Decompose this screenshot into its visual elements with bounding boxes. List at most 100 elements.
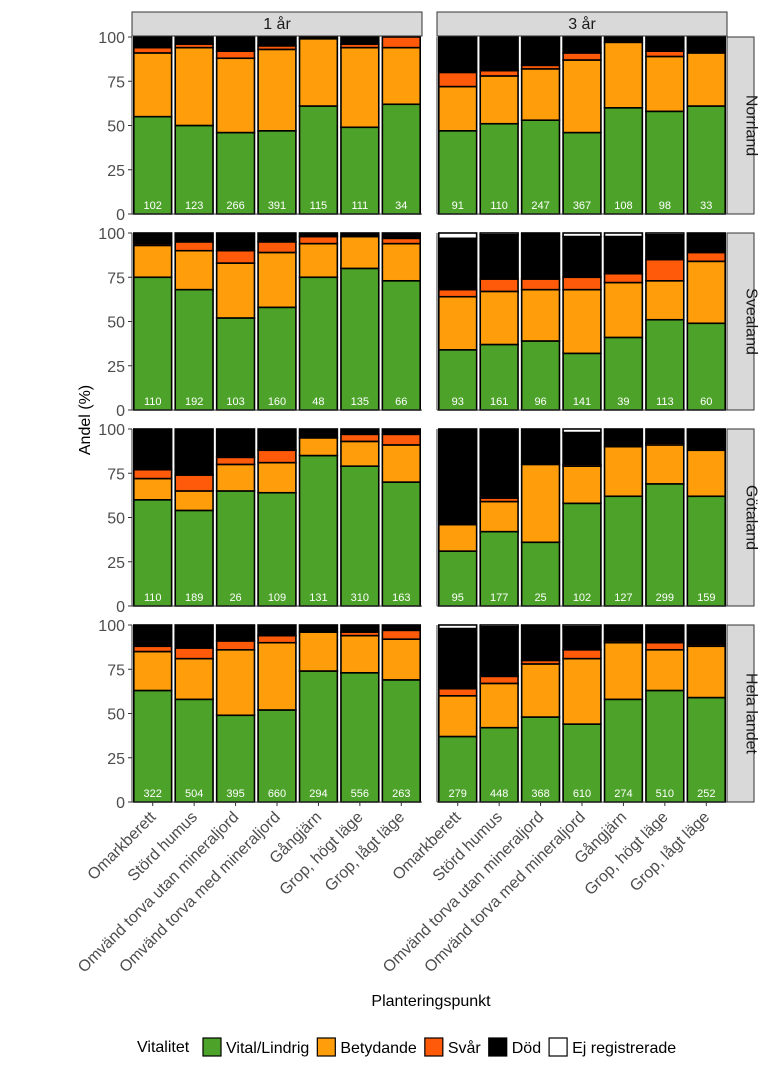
count-label: 111 — [351, 200, 368, 212]
bar-grop-lågt-läge: 159 — [686, 428, 726, 607]
bar-störd-humus: 192 — [174, 232, 214, 411]
bar-segment-död — [603, 624, 644, 642]
bar-segment-betydande — [298, 437, 339, 457]
panel-norrland-3-år: 91 110 247 367 108 98 33 — [436, 36, 727, 215]
bar-segment-svår — [133, 468, 173, 480]
column-strip-label: 1 år — [263, 15, 291, 33]
legend-label: Svår — [448, 1039, 482, 1057]
bar-segment-vital-lindrig — [215, 490, 256, 607]
bar-segment-betydande — [437, 523, 478, 552]
legend-swatch — [488, 1037, 508, 1057]
bar-segment-vital-lindrig — [298, 454, 339, 607]
count-label: 113 — [656, 396, 674, 408]
panel-svealand-3-år: 93 161 96 141 39 113 60 — [436, 232, 727, 411]
bar-segment-död — [133, 428, 173, 471]
bar-omvänd-torva-med-mineraljord: 141 — [562, 232, 602, 411]
y-tick-label: 75 — [107, 270, 125, 287]
legend: Vitalitet Vital/Lindrig Betydande Svår Död E… — [137, 1037, 676, 1057]
bar-gångjärn: 48 — [298, 232, 339, 411]
legend-item-vital-lindrig: Vital/Lindrig — [202, 1037, 309, 1057]
bar-omarkberett: 279 — [437, 624, 478, 803]
bar-segment-vital-lindrig — [520, 541, 561, 607]
row-strip-label: Hela landet — [743, 673, 760, 755]
bar-segment-svår — [174, 647, 214, 660]
bar-segment-vital-lindrig — [520, 716, 561, 803]
bar-segment-svår — [381, 433, 422, 446]
count-label: 110 — [144, 592, 162, 604]
bar-störd-humus: 504 — [174, 624, 214, 803]
bar-grop-högt-läge: 299 — [645, 428, 685, 607]
bar-gångjärn: 294 — [298, 624, 339, 803]
bar-segment-död — [257, 36, 297, 47]
bar-segment-betydande — [257, 461, 297, 494]
column-strip-label: 3 år — [568, 15, 596, 33]
bar-segment-ej-registrerade — [479, 232, 519, 236]
bar-segment-död — [603, 36, 644, 44]
bar-segment-betydande — [479, 290, 519, 346]
count-label: 159 — [697, 592, 715, 604]
count-label: 33 — [700, 200, 712, 212]
bar-segment-betydande — [603, 641, 644, 701]
bar-segment-vital-lindrig — [686, 322, 726, 411]
bar-segment-död — [298, 624, 339, 633]
count-label: 96 — [534, 396, 546, 408]
y-tick-label: 100 — [98, 226, 125, 243]
bar-segment-betydande — [437, 694, 478, 738]
bar-segment-betydande — [645, 279, 685, 321]
bar-segment-betydande — [257, 641, 297, 711]
bar-segment-död — [437, 237, 478, 291]
bar-segment-betydande — [479, 75, 519, 125]
bar-segment-betydande — [340, 440, 380, 467]
x-axis-title: Planteringspunkt — [371, 993, 491, 1010]
count-label: 610 — [573, 788, 591, 800]
facet-strips: 1 år 3 år Norrland Svealand Götaland Hela lan… — [131, 11, 760, 803]
bar-segment-svår — [381, 36, 422, 49]
bar-segment-död — [562, 431, 602, 466]
bar-segment-död — [340, 232, 380, 238]
bar-omarkberett: 110 — [133, 428, 173, 607]
bar-segment-vital-lindrig — [340, 465, 380, 607]
bar-segment-betydande — [340, 235, 380, 270]
count-label: 274 — [614, 788, 632, 800]
bar-segment-död — [479, 233, 519, 280]
bar-segment-vital-lindrig — [645, 110, 685, 215]
y-tick-label: 75 — [107, 466, 125, 483]
count-label: 127 — [614, 592, 632, 604]
bar-segment-död — [437, 36, 478, 74]
bar-omvänd-torva-utan-mineraljord: 103 — [215, 232, 256, 411]
bar-segment-död — [340, 36, 380, 45]
count-label: 34 — [395, 200, 407, 212]
bar-segment-vital-lindrig — [257, 306, 297, 411]
bar-omvänd-torva-utan-mineraljord: 395 — [215, 624, 256, 803]
bar-segment-vital-lindrig — [437, 550, 478, 607]
bar-grop-högt-läge: 111 — [340, 36, 380, 215]
count-label: 102 — [573, 592, 591, 604]
count-label: 102 — [144, 200, 162, 212]
count-label: 279 — [449, 788, 467, 800]
bar-segment-svår — [174, 474, 214, 492]
bar-störd-humus: 189 — [174, 428, 214, 607]
bar-segment-svår — [562, 52, 602, 61]
bar-segment-betydande — [340, 46, 380, 129]
column-strip — [131, 11, 423, 37]
bar-segment-betydande — [174, 490, 214, 512]
legend-swatch — [316, 1037, 336, 1057]
count-label: 103 — [226, 396, 244, 408]
bar-omvänd-torva-utan-mineraljord: 96 — [520, 232, 561, 411]
bar-gångjärn: 131 — [298, 428, 339, 607]
bar-segment-betydande — [133, 650, 173, 692]
count-label: 135 — [351, 396, 369, 408]
bar-segment-ej-registrerade — [562, 428, 602, 434]
bar-grop-lågt-läge: 34 — [381, 36, 422, 215]
bar-segment-död — [133, 624, 173, 648]
bar-segment-död — [174, 232, 214, 243]
panels-layer: 102 123 266 391 115 111 34 91 110 247 367 108 98 33 11… — [131, 36, 727, 803]
bar-segment-svår — [215, 249, 256, 264]
bar-segment-svår — [520, 278, 561, 291]
count-label: 266 — [226, 200, 244, 212]
bar-segment-död — [340, 428, 380, 436]
bar-segment-vital-lindrig — [133, 689, 173, 803]
bar-segment-död — [520, 36, 561, 67]
bar-segment-svår — [215, 640, 256, 651]
bar-segment-vital-lindrig — [603, 107, 644, 215]
